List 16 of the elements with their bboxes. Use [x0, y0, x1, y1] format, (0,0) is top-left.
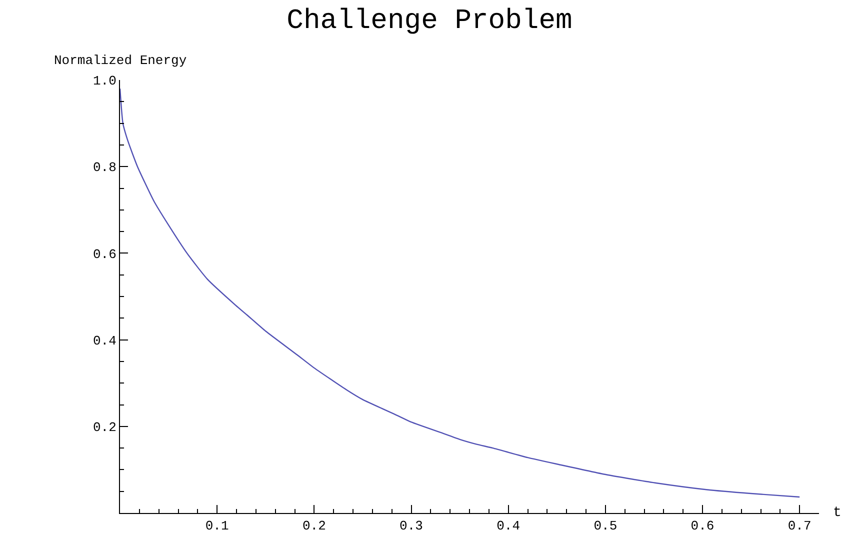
x-tick-label: 0.1 [205, 518, 229, 534]
x-tick-label: 0.2 [302, 518, 326, 534]
x-tick-label: 0.3 [400, 518, 423, 534]
chart-title: Challenge Problem [286, 6, 572, 37]
x-tick-label: 0.6 [690, 518, 714, 534]
y-tick-label: 0.8 [92, 160, 116, 176]
y-tick-label: 0.4 [92, 333, 117, 348]
y-tick-label: 0.6 [92, 246, 116, 262]
x-tick-label: 0.5 [594, 518, 618, 534]
y-tick-label: 0.2 [92, 420, 116, 435]
y-tick-label: 1.0 [92, 74, 116, 89]
line-series [120, 88, 800, 498]
y-axis-title: Normalized Energy [54, 53, 187, 68]
x-tick-label: 0.7 [788, 518, 812, 534]
x-axis-title: t [833, 505, 842, 521]
x-tick-label: 0.4 [496, 518, 520, 534]
